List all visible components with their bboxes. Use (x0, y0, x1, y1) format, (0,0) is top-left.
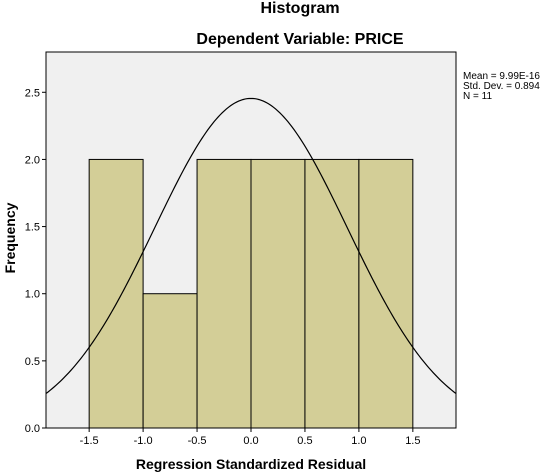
histogram-bar (304, 158, 360, 429)
y-axis-label: Frequency (2, 202, 18, 274)
stat-n: N = 11 (463, 91, 492, 102)
y-tick-label: 1.5 (25, 222, 40, 234)
stat-std-dev: Std. Dev. = 0.894 (463, 81, 540, 92)
x-tick-label: -1.5 (80, 435, 99, 447)
x-tick-label: -1.0 (134, 435, 153, 447)
y-tick-label: 0.0 (25, 423, 40, 435)
histogram-bar (88, 158, 144, 429)
stats-box: Mean = 9.99E-16 Std. Dev. = 0.894 N = 11 (463, 72, 540, 102)
histogram-bar (358, 158, 414, 429)
chart-title: Histogram (260, 0, 340, 17)
y-tick-label: 2.0 (25, 154, 40, 166)
x-axis-label: Regression Standardized Residual (135, 456, 367, 472)
histogram-bar (250, 158, 306, 429)
x-tick-label: 0.5 (297, 435, 312, 447)
y-tick-label: 0.5 (25, 356, 40, 368)
chart-subtitle: Dependent Variable: PRICE (196, 31, 404, 48)
y-tick-label: 1.0 (25, 289, 40, 301)
y-tick-label: 2.5 (25, 87, 40, 99)
x-tick-label: 1.5 (405, 435, 420, 447)
histogram-bar (196, 158, 252, 429)
normal-curve (45, 97, 457, 395)
x-tick-label: -0.5 (188, 435, 207, 447)
x-tick-label: 1.0 (351, 435, 366, 447)
stat-mean: Mean = 9.99E-16 (463, 71, 540, 82)
histogram-bar (142, 293, 198, 429)
x-tick-label: 0.0 (243, 435, 258, 447)
